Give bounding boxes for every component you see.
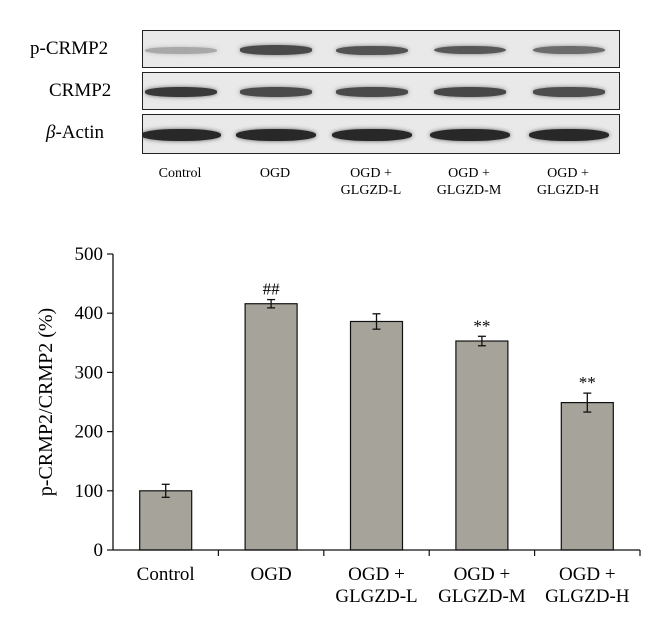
bar: [455, 340, 509, 551]
blot-lane-label: OGD + GLGZD-M: [436, 166, 502, 198]
bar: [560, 401, 614, 551]
beta-symbol: β: [46, 122, 56, 143]
blot-band: [336, 45, 408, 55]
blot-band: [533, 87, 605, 97]
blot-lane-label: OGD + GLGZD-L: [340, 166, 402, 198]
blot-band: [434, 87, 506, 97]
blot-lane-label: Control: [158, 166, 202, 181]
blot-row-label-beta-actin: β-Actin: [46, 122, 104, 144]
blot-panel-p-crmp2: [142, 30, 620, 68]
blot-band: [236, 129, 316, 141]
significance-marker: **: [473, 316, 490, 335]
blot-panel-crmp2: [142, 72, 620, 110]
x-tick-label: OGD +: [559, 564, 616, 585]
significance-marker: **: [579, 373, 596, 392]
blot-band: [332, 129, 412, 141]
bar: [244, 303, 298, 551]
x-tick-label: Control: [137, 564, 195, 585]
blot-band: [145, 46, 217, 54]
bars-group: ## ** **: [139, 280, 614, 551]
blot-band: [143, 129, 221, 141]
y-tick-label: 400: [75, 303, 104, 324]
blot-band: [529, 129, 609, 141]
blot-lane-label: OGD: [259, 166, 291, 181]
blot-row-label-p-crmp2: p-CRMP2: [30, 38, 109, 59]
y-tick-label: 300: [75, 362, 104, 383]
blot-band: [533, 45, 605, 55]
blot-panel-beta-actin: [142, 114, 620, 154]
y-tick-label: 200: [75, 422, 104, 443]
blot-band: [434, 45, 506, 55]
blot-row-label-crmp2: CRMP2: [49, 80, 112, 101]
blot-band: [430, 129, 510, 141]
x-tick-label: OGD +: [454, 564, 511, 585]
blot-band: [336, 87, 408, 97]
blot-band: [145, 87, 217, 97]
y-tick-label: 0: [94, 540, 104, 561]
blot-lane-label: OGD + GLGZD-H: [536, 166, 600, 198]
bar: [139, 490, 193, 551]
x-tick-label: OGD +: [348, 564, 405, 585]
blot-band: [240, 87, 312, 97]
y-tick-label: 100: [75, 481, 104, 502]
significance-marker: ##: [263, 280, 281, 299]
x-tick-label: GLGZD-L: [335, 586, 417, 607]
bar: [349, 320, 404, 551]
x-tick-label: GLGZD-H: [545, 586, 630, 607]
y-tick-label: 500: [75, 244, 104, 265]
actin-text: -Actin: [55, 122, 105, 143]
x-tick-label: OGD: [251, 564, 292, 585]
blot-band: [240, 45, 312, 55]
x-tick-label: GLGZD-M: [438, 586, 526, 607]
y-axis-label: p-CRMP2/CRMP2 (%): [35, 308, 57, 496]
y-axis: 0 100 200 300 400 500: [75, 244, 114, 561]
